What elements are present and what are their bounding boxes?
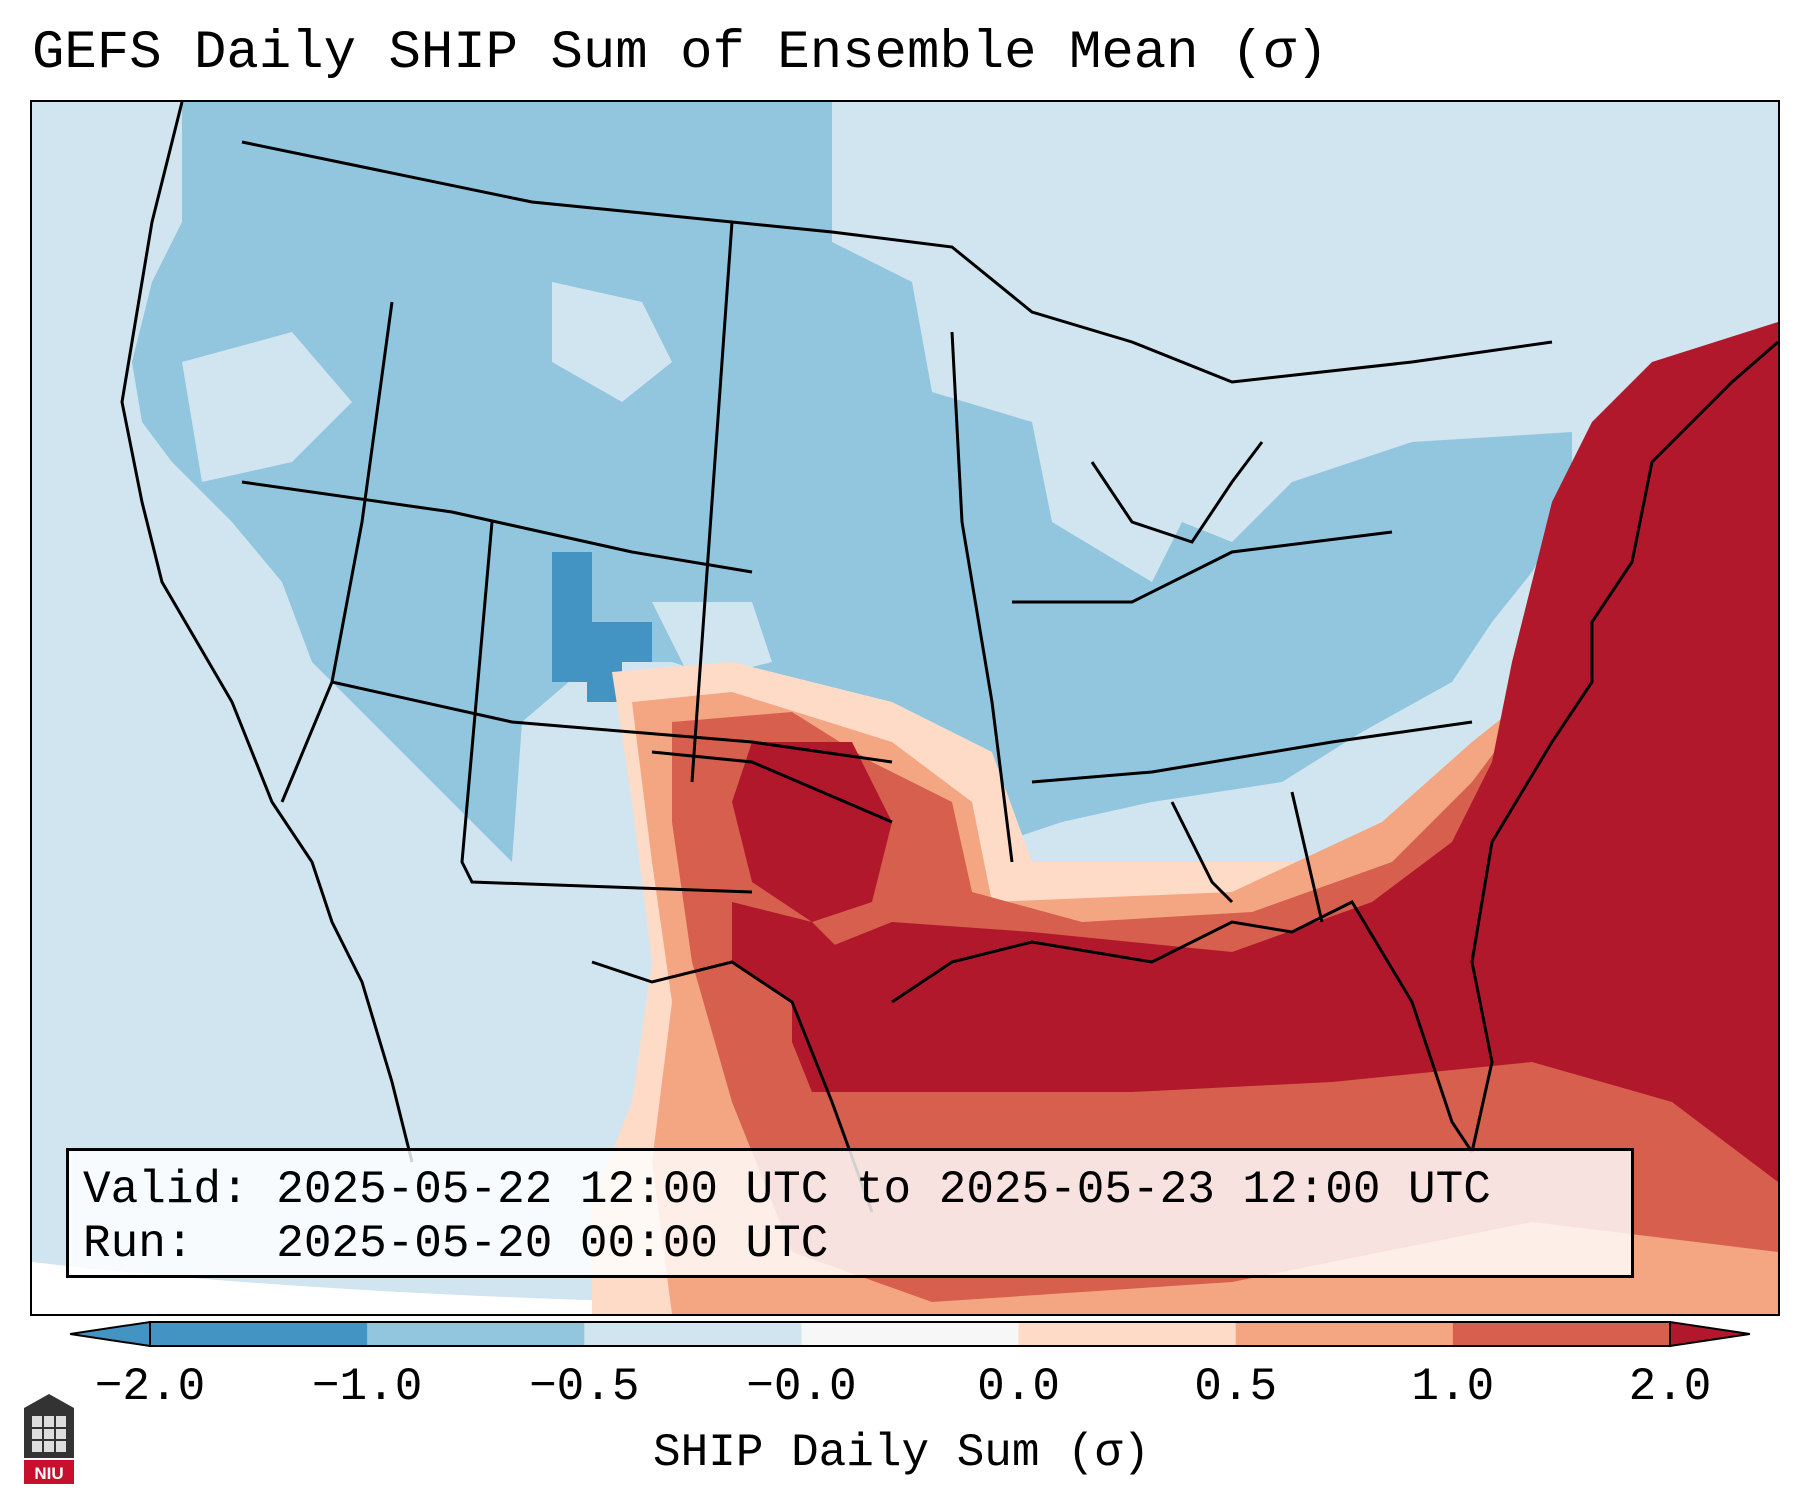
logo-text: NIU [34,1464,63,1483]
light-patch-az [332,802,492,962]
state-line-4 [690,221,734,783]
niu-logo: NIU [24,1394,74,1484]
west-coast [120,102,414,1163]
state-line-6 [950,331,1014,863]
colorbar-label: SHIP Daily Sum (σ) [653,1427,1150,1479]
valid-time-range: 2025-05-22 12:00 UTC to 2025-05-23 12:00… [276,1164,1491,1216]
negative-region-west [132,102,1572,862]
colorbar-segment [1235,1322,1454,1346]
colorbar-segment [150,1322,368,1346]
colorbar-high-outline [1669,1320,1750,1348]
run-time: 2025-05-20 00:00 UTC [276,1218,829,1270]
colorbar-tick-label: −0.5 [529,1361,640,1413]
colorbar-tick-label: 0.5 [1194,1361,1278,1413]
state-line-7 [1012,530,1393,604]
canada-light-region [1202,102,1778,362]
map-title: GEFS Daily SHIP Sum of Ensemble Mean (σ) [32,23,1329,84]
state-line-3 [651,750,893,824]
colorbar-segment [1452,1322,1671,1346]
gulf-coast [591,900,1474,1213]
state-line-8 [1031,720,1473,784]
colorbar-low-outline [70,1320,151,1348]
light-patch-nw [182,332,352,482]
east-coast [1470,340,1778,1153]
colorbar-segments [150,1322,1671,1346]
light-patch-mexico [462,902,652,1202]
strong-negative-patch [552,552,652,702]
colorbar-segment [367,1322,585,1346]
state-line-1 [241,480,753,574]
projection-edge-area [32,1262,1778,1314]
run-label: Run: [83,1218,194,1270]
colorbar-segment [584,1322,802,1346]
political-borders [120,102,1778,1213]
pacific-light-region [32,102,452,1262]
valid-run-infobox: Valid: 2025-05-22 12:00 UTC to 2025-05-2… [66,1148,1634,1278]
colorbar-segment [801,1322,1020,1346]
colorbar-extend-high [1670,1322,1750,1346]
valid-label: Valid: [83,1164,249,1216]
state-line-10 [280,301,394,803]
colorbar-tick-label: 2.0 [1628,1361,1712,1413]
colorbar-segment [1018,1322,1237,1346]
light-patch-mt [552,282,672,402]
map-panel [30,100,1780,1316]
state-line-2 [331,680,893,764]
colorbar-tick-label: 1.0 [1411,1361,1495,1413]
shaded-field-layer [32,102,1778,1314]
light-patch-co [652,602,772,682]
state-line-9 [1170,791,1324,923]
very-high-positive-core [732,322,1778,1182]
colorbar-tick-label: −1.0 [311,1361,423,1413]
colorbar-tick-label: 0.0 [977,1361,1060,1413]
state-line-11 [1090,441,1264,544]
colorbar-extend-low [70,1322,150,1346]
colorbar [70,1320,1750,1348]
state-line-5 [460,521,753,894]
us-canada-border [241,140,1553,384]
colorbar-tick-label: −2.0 [94,1361,206,1413]
colorbar-tick-label: −0.0 [746,1361,857,1413]
